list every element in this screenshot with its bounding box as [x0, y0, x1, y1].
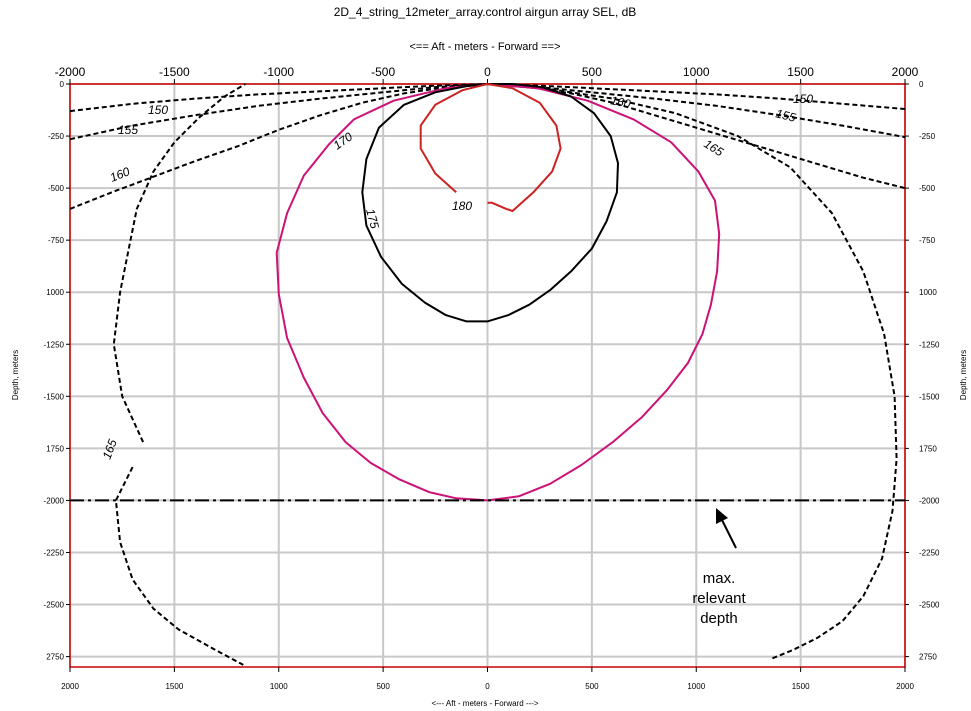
contour-lines — [69, 83, 906, 666]
top-tick-label-4: 0 — [484, 65, 491, 79]
contour-line-155 — [69, 83, 906, 141]
contour-line-170 — [275, 83, 721, 502]
top-tick-label-1: -1500 — [159, 65, 190, 79]
left-tick-label-7: 1750 — [46, 444, 64, 453]
annotation-arrow-head — [716, 508, 728, 524]
contour-label-155-left: 155 — [118, 123, 138, 137]
contour-line-165-lower-left — [114, 466, 244, 666]
left-tick-label-1: -250 — [48, 132, 65, 141]
right-tick-label-6: -1500 — [919, 392, 940, 401]
y-axis-label-left: Depth, meters — [11, 350, 20, 400]
left-tick-label-9: -2250 — [44, 548, 65, 557]
annotation-arrow-shaft — [720, 517, 737, 549]
right-tick-label-1: -250 — [919, 132, 936, 141]
contour-label-180: 180 — [452, 199, 472, 213]
annotation-line-3: depth — [700, 610, 738, 627]
bottom-tick-label-3: 500 — [376, 682, 390, 691]
bottom-tick-label-7: 1500 — [792, 682, 810, 691]
left-tick-label-2: -500 — [48, 184, 65, 193]
max-depth-annotation: max. relevant depth — [692, 508, 747, 627]
top-tick-label-0: -2000 — [55, 65, 86, 79]
contour-label-150-left: 150 — [148, 103, 168, 117]
chart-title: 2D_4_string_12meter_array.control airgun… — [334, 5, 637, 19]
right-tick-label-4: 1000 — [919, 288, 937, 297]
contour-label-160-right: 160 — [609, 93, 632, 111]
bottom-tick-label-8: 2000 — [896, 682, 914, 691]
contour-label-155-right: 155 — [774, 106, 797, 125]
left-tick-label-5: -1250 — [44, 340, 65, 349]
contour-label-175: 175 — [363, 207, 382, 230]
bottom-tick-label-5: 500 — [585, 682, 599, 691]
right-tick-label-3: -750 — [919, 236, 936, 245]
bottom-axis-label: <--- Aft - meters - Forward ---> — [431, 699, 538, 708]
top-axis-label: <== Aft - meters - Forward ==> — [409, 41, 560, 53]
contour-label-150-right: 150 — [793, 92, 813, 106]
right-tick-label-10: -2500 — [919, 601, 940, 610]
left-tick-label-0: 0 — [60, 80, 65, 89]
contour-line-165-right — [487, 83, 898, 660]
right-tick-label-8: -2000 — [919, 496, 940, 505]
y-axis-label-right: Depth, meters — [959, 350, 968, 400]
annotation-line-2: relevant — [692, 590, 746, 607]
right-tick-label-0: 0 — [919, 80, 924, 89]
bottom-tick-label-0: 2000 — [61, 682, 79, 691]
left-tick-label-6: -1500 — [44, 392, 65, 401]
left-tick-label-4: 1000 — [46, 288, 64, 297]
right-tick-label-11: 2750 — [919, 653, 937, 662]
right-tick-label-5: -1250 — [919, 340, 940, 349]
left-tick-label-8: -2000 — [44, 496, 65, 505]
contour-line-180 — [419, 83, 562, 212]
right-tick-label-9: -2250 — [919, 548, 940, 557]
bottom-tick-label-6: 1000 — [687, 682, 705, 691]
top-tick-label-2: -1000 — [263, 65, 294, 79]
left-tick-label-3: -750 — [48, 236, 65, 245]
bottom-tick-label-1: 1500 — [165, 682, 183, 691]
contour-line-175 — [361, 83, 619, 323]
axis-ticks: -20002000-15001500-10001000-500500005005… — [44, 65, 940, 691]
contour-line-165 — [112, 83, 246, 443]
left-tick-label-11: 2750 — [46, 653, 64, 662]
left-tick-label-10: -2500 — [44, 601, 65, 610]
top-tick-label-7: 1500 — [787, 65, 814, 79]
bottom-tick-label-4: 0 — [485, 682, 490, 691]
top-tick-label-3: -500 — [371, 65, 395, 79]
contour-label-165-left: 165 — [100, 437, 120, 461]
top-tick-label-5: 500 — [582, 65, 602, 79]
contour-line-160 — [69, 83, 906, 210]
right-tick-label-2: -500 — [919, 184, 936, 193]
top-tick-label-8: 2000 — [892, 65, 919, 79]
annotation-line-1: max. — [703, 570, 736, 587]
bottom-tick-label-2: 1000 — [270, 682, 288, 691]
top-tick-label-6: 1000 — [683, 65, 710, 79]
right-tick-label-7: 1750 — [919, 444, 937, 453]
